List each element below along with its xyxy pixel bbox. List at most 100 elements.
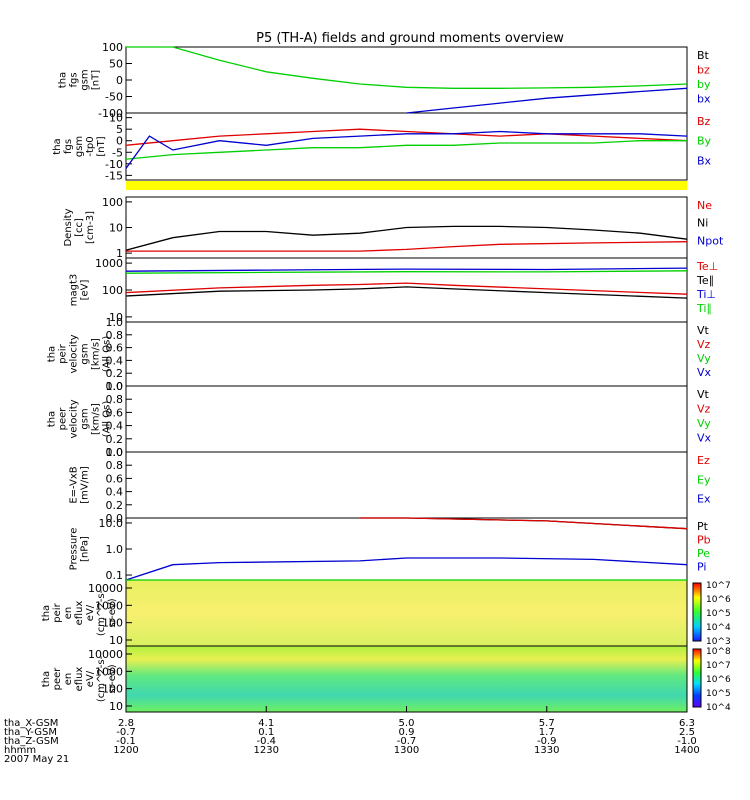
y-tick-label: 1.0 bbox=[106, 380, 124, 393]
legend-Vx: Vx bbox=[697, 432, 712, 445]
y-axis-label: gsm bbox=[80, 408, 91, 429]
series-Te⊥-panel-3 bbox=[125, 282, 688, 295]
y-axis-label: tha bbox=[41, 605, 52, 621]
colorbar-label: 10^5 bbox=[706, 609, 731, 619]
legend-Pe: Pe bbox=[697, 547, 710, 560]
x-row-label: tha_Y-GSM bbox=[4, 727, 57, 738]
y-axis-label: (All Qs) bbox=[102, 336, 113, 373]
x-row-label: hhmm bbox=[4, 745, 36, 756]
series-Pb-panel-7 bbox=[359, 517, 688, 530]
y-tick-label: 0.6 bbox=[106, 406, 124, 419]
y-axis-label: eV/ bbox=[85, 670, 96, 687]
y-tick-label: 0.8 bbox=[106, 459, 124, 472]
colorbar-label: 10^8 bbox=[706, 647, 731, 657]
colorbar-label: 10^7 bbox=[706, 581, 731, 591]
x-tick-value: -0.9 bbox=[537, 736, 557, 747]
y-tick-label: 0 bbox=[116, 74, 123, 87]
y-axis-label: sr-eV) bbox=[107, 664, 118, 693]
y-axis-label: en bbox=[63, 673, 74, 686]
y-tick-label: 0 bbox=[116, 135, 123, 148]
colorbar-label: 10^3 bbox=[706, 637, 731, 647]
y-axis-label: gsm bbox=[80, 343, 91, 364]
x-tick-value: 5.7 bbox=[539, 718, 555, 729]
y-tick-label: 0.1 bbox=[106, 569, 124, 582]
y-axis-label: eflux bbox=[74, 667, 85, 692]
legend-Te⊥: Te⊥ bbox=[696, 260, 718, 273]
x-row-label: tha_Z-GSM bbox=[4, 736, 59, 747]
x-tick-value: 2.8 bbox=[118, 718, 134, 729]
x-tick-value: 1330 bbox=[534, 745, 559, 756]
y-axis-label: Density bbox=[63, 208, 74, 246]
y-axis-label: [km/s] bbox=[91, 403, 102, 435]
colorbar-label: 10^4 bbox=[706, 703, 731, 713]
y-tick-label: -50 bbox=[105, 91, 123, 104]
y-tick-label: -15 bbox=[105, 169, 123, 182]
x-tick-value: 1.7 bbox=[539, 727, 555, 738]
legend-Te∥: Te∥ bbox=[696, 274, 714, 287]
x-tick-value: 2.5 bbox=[679, 727, 695, 738]
y-axis-label: magt3 bbox=[69, 274, 80, 307]
y-tick-label: 100 bbox=[102, 617, 123, 630]
y-tick-label: 0.0 bbox=[106, 512, 124, 525]
legend-Pi: Pi bbox=[697, 561, 706, 574]
y-tick-label: 50 bbox=[109, 58, 123, 71]
x-tick-value: -0.1 bbox=[116, 736, 136, 747]
series-Pt-panel-7 bbox=[359, 517, 688, 530]
y-axis-label: peir bbox=[52, 602, 63, 622]
y-tick-label: 10 bbox=[109, 112, 123, 125]
legend-Pb: Pb bbox=[697, 534, 711, 547]
y-tick-label: 10 bbox=[109, 222, 123, 235]
y-axis-label: E=-VxB bbox=[69, 466, 80, 503]
y-axis-label: [mV/m] bbox=[80, 466, 91, 504]
legend-Vz: Vz bbox=[697, 338, 711, 351]
y-tick-label: 0.6 bbox=[106, 342, 124, 355]
y-tick-label: 0.8 bbox=[106, 393, 124, 406]
y-tick-label: 10.0 bbox=[99, 517, 124, 530]
colorbar-peer-spec bbox=[692, 648, 702, 708]
y-axis-label: tha bbox=[41, 671, 52, 687]
y-axis-label: tha bbox=[58, 72, 69, 88]
legend-bx: bx bbox=[697, 93, 711, 106]
series-Bz-panel-1 bbox=[125, 128, 688, 146]
x-tick-value: -0.7 bbox=[397, 736, 417, 747]
panel-frame-fgs-dsl bbox=[125, 112, 688, 181]
panel-frame-peir-velocity bbox=[125, 321, 688, 387]
y-axis-label: [nT] bbox=[96, 136, 107, 156]
legend-Vt: Vt bbox=[697, 324, 710, 337]
y-tick-label: 0.8 bbox=[106, 329, 124, 342]
y-axis-label: tha bbox=[52, 138, 63, 154]
spectrogram-peir-spec bbox=[126, 580, 687, 646]
y-tick-label: -5 bbox=[112, 146, 123, 159]
y-tick-label: 10000 bbox=[88, 582, 123, 595]
legend-Ex: Ex bbox=[697, 493, 711, 506]
y-tick-label: 1000 bbox=[95, 257, 123, 270]
panel-frame-efield bbox=[125, 451, 688, 519]
panel-frame-temperature bbox=[125, 257, 688, 323]
y-axis-label: [eV] bbox=[80, 280, 91, 301]
y-axis-label: fgs bbox=[69, 72, 80, 87]
y-axis-label: peir bbox=[58, 343, 69, 363]
y-axis-label: tha bbox=[47, 346, 58, 362]
y-axis-label: peer bbox=[52, 667, 63, 691]
y-tick-label: 100 bbox=[102, 284, 123, 297]
x-tick-value: 1200 bbox=[113, 745, 138, 756]
y-tick-label: 5 bbox=[116, 123, 123, 136]
series-by-panel-0 bbox=[126, 46, 688, 89]
y-axis-label: (cm^2-s- bbox=[96, 589, 107, 636]
quality-flag-bar bbox=[126, 181, 687, 190]
y-tick-label: 0.4 bbox=[106, 354, 124, 367]
x-tick-value: 0.9 bbox=[399, 727, 415, 738]
series-bx-panel-0 bbox=[406, 87, 688, 114]
colorbar-label: 10^4 bbox=[706, 623, 731, 633]
x-tick-value: -1.0 bbox=[677, 736, 697, 747]
y-axis-label: velocity bbox=[69, 399, 80, 438]
legend-Vt: Vt bbox=[697, 388, 710, 401]
y-tick-label: 10 bbox=[109, 634, 123, 647]
series-Bx-panel-1 bbox=[125, 130, 688, 169]
legend-By: By bbox=[697, 135, 712, 148]
colorbar-peir-spec bbox=[692, 582, 702, 642]
legend-Ti∥: Ti∥ bbox=[696, 302, 712, 315]
x-tick-value: 5.0 bbox=[399, 718, 415, 729]
